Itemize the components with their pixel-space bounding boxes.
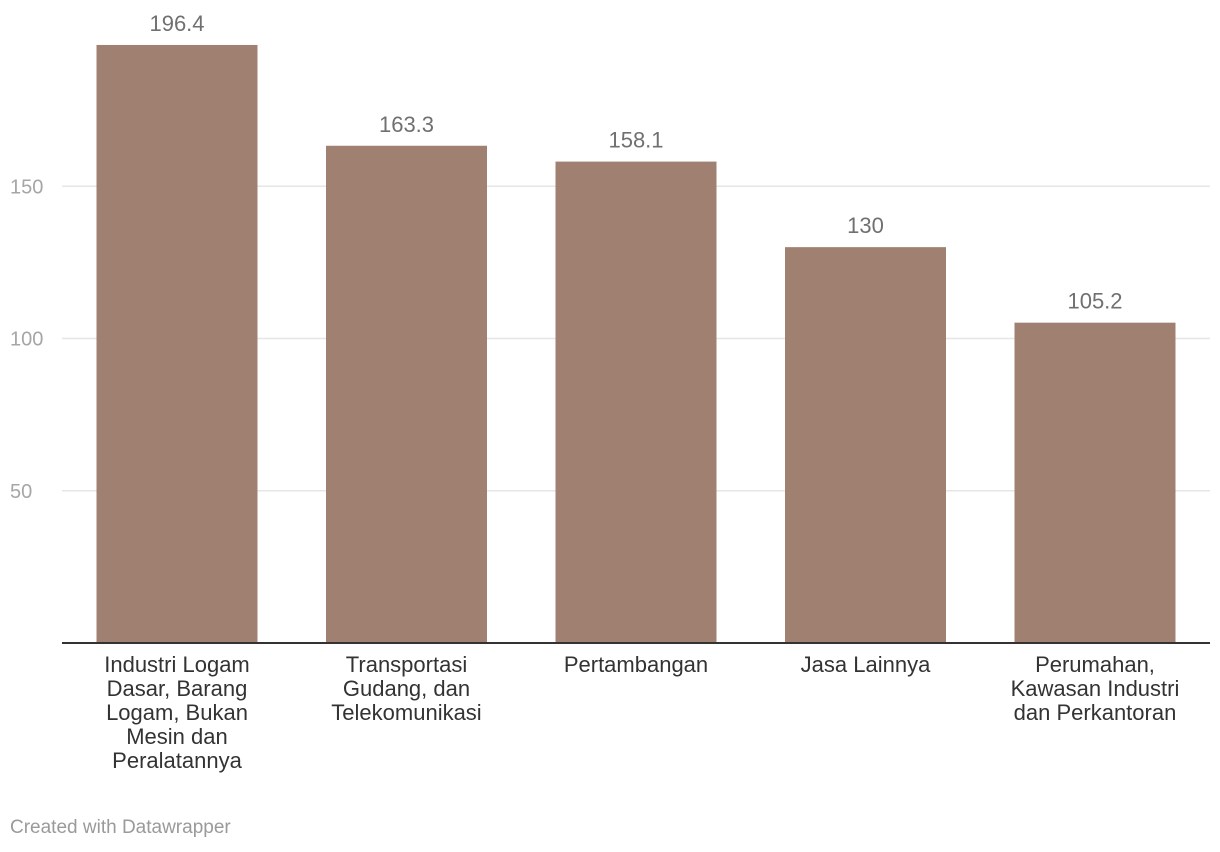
- y-axis-ticks: 50 100 150: [10, 176, 43, 503]
- bar-value-label-3: 158.1: [608, 128, 663, 153]
- y-tick-label-50: 50: [10, 481, 32, 503]
- bar-3: [555, 161, 717, 643]
- bar-4: [785, 247, 946, 643]
- datawrapper-credit: Created with Datawrapper: [10, 817, 231, 838]
- category-label-2: Transportasi Gudang, dan Telekomunikasi: [331, 652, 481, 725]
- bar-chart: 196.4 163.3 158.1 130 105.2 50 100 150 Industr…: [10, 11, 1210, 773]
- x-axis-category-labels: Industri Logam Dasar, Barang Logam, Bukan M…: [104, 652, 1179, 773]
- bar-value-label-5: 105.2: [1067, 289, 1122, 314]
- bar-value-label-4: 130: [847, 213, 884, 238]
- category-label-5: Perumahan, Kawasan Industri dan Perkantora…: [1011, 652, 1180, 725]
- bars: [96, 44, 1176, 644]
- category-label-1: Industri Logam Dasar, Barang Logam, Bukan M…: [104, 652, 250, 773]
- y-tick-label-100: 100: [10, 329, 43, 351]
- bar-value-label-2: 163.3: [379, 112, 434, 137]
- bar-2: [326, 145, 487, 643]
- bar-value-labels: 196.4 163.3 158.1 130 105.2: [149, 11, 1122, 314]
- bar-value-label-1: 196.4: [149, 11, 204, 36]
- bar-1: [96, 44, 258, 644]
- category-label-3: Pertambangan: [564, 652, 708, 677]
- category-label-4: Jasa Lainnya: [801, 652, 931, 677]
- y-tick-label-150: 150: [10, 176, 43, 198]
- bar-5: [1014, 322, 1176, 643]
